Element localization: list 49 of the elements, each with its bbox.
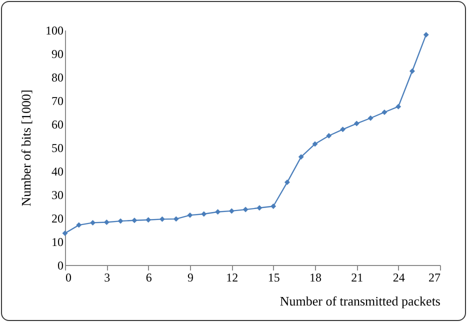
point bbox=[132, 218, 138, 224]
x-tick-label: 3 bbox=[104, 270, 110, 284]
x-tick-label: 27 bbox=[428, 270, 440, 284]
x-axis-title: Number of transmitted packets bbox=[280, 294, 440, 308]
x-tick-label: 24 bbox=[392, 270, 405, 284]
x-tick-label: 6 bbox=[146, 270, 152, 284]
point bbox=[215, 209, 221, 215]
y-tick-label: 100 bbox=[46, 24, 64, 38]
x-tick-label: 18 bbox=[310, 270, 322, 284]
point bbox=[382, 110, 388, 115]
y-tick-label: 40 bbox=[52, 164, 64, 178]
point bbox=[396, 104, 402, 110]
point bbox=[62, 230, 68, 236]
point bbox=[242, 206, 248, 212]
y-tick-label: 60 bbox=[52, 118, 64, 132]
point bbox=[368, 115, 374, 121]
x-tick-label: 21 bbox=[351, 270, 364, 284]
y-tick-label: 80 bbox=[52, 70, 64, 84]
y-tick-label: 30 bbox=[52, 188, 64, 202]
point bbox=[187, 212, 193, 218]
point bbox=[118, 218, 124, 224]
y-axis-title: Number of bits [1000] bbox=[18, 90, 34, 206]
y-tick-label: 70 bbox=[52, 94, 64, 108]
point bbox=[270, 204, 276, 209]
y-tick-label: 10 bbox=[52, 235, 64, 249]
point bbox=[104, 219, 110, 225]
y-tick-label: 20 bbox=[52, 212, 64, 226]
x-tick-label: 12 bbox=[226, 270, 238, 284]
point bbox=[228, 208, 234, 214]
x-tick-label: 15 bbox=[268, 270, 280, 284]
point bbox=[312, 141, 318, 147]
x-tick-label: 9 bbox=[188, 270, 194, 284]
y-tick-label: 90 bbox=[52, 47, 64, 61]
y-tick-label: 50 bbox=[52, 141, 64, 155]
point bbox=[201, 211, 207, 217]
point bbox=[409, 68, 415, 74]
y-tick-label: 0 bbox=[58, 258, 64, 272]
point bbox=[256, 205, 262, 211]
point bbox=[340, 126, 346, 132]
point bbox=[159, 216, 165, 222]
point bbox=[298, 154, 304, 160]
point bbox=[326, 133, 332, 138]
point bbox=[423, 32, 429, 38]
point bbox=[76, 222, 82, 228]
point bbox=[146, 217, 152, 223]
point bbox=[173, 216, 179, 222]
point bbox=[284, 180, 290, 186]
point bbox=[90, 220, 96, 226]
point bbox=[354, 120, 360, 126]
